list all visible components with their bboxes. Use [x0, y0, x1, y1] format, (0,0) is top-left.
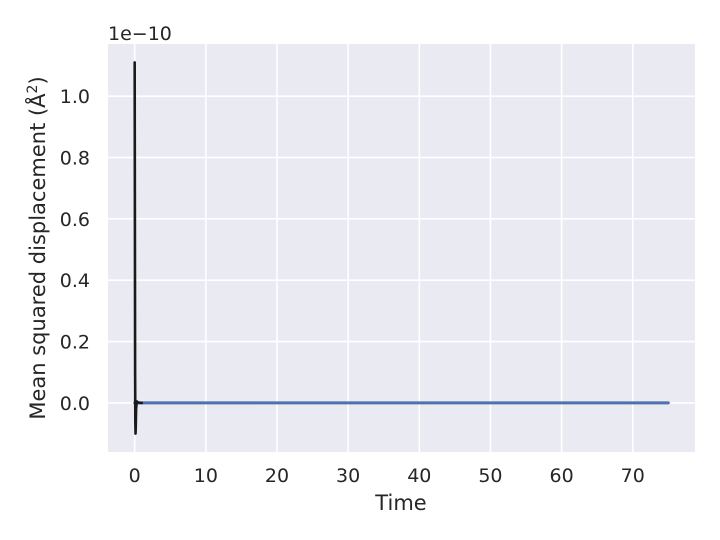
x-tick-label: 30 [336, 465, 360, 487]
y-axis-label-main: Mean squared displacement (Å [24, 93, 50, 420]
series-line-2 [133, 61, 144, 435]
grid-lines [108, 44, 695, 452]
x-tick-label: 0 [129, 465, 141, 487]
plot-background [108, 44, 695, 452]
x-tick-label: 50 [478, 465, 502, 487]
y-tick-label: 0.8 [60, 148, 90, 170]
y-tick-label: 0.6 [60, 209, 90, 231]
y-axis-label: Mean squared displacement (Å2) [24, 76, 50, 419]
y-tick-label: 0.4 [60, 270, 90, 292]
x-tick-label: 70 [621, 465, 645, 487]
x-tick-label: 20 [265, 465, 289, 487]
y-axis-label-superscript: 2 [25, 85, 41, 94]
x-tick-label: 40 [407, 465, 431, 487]
y-tick-label: 0.0 [60, 393, 90, 415]
series-lines [133, 61, 670, 435]
y-offset-label: 1e−10 [108, 23, 172, 45]
x-axis-label: Time [374, 491, 426, 515]
x-tick-label: 10 [194, 465, 218, 487]
y-tick-label: 1.0 [60, 86, 90, 108]
y-axis-label-close: ) [26, 76, 50, 84]
y-tick-label: 0.2 [60, 332, 90, 354]
x-tick-label: 60 [549, 465, 573, 487]
tick-labels: 0 10 20 30 40 50 60 70 0.0 0.2 0.4 0.6 0.8 1.0 [60, 86, 645, 487]
